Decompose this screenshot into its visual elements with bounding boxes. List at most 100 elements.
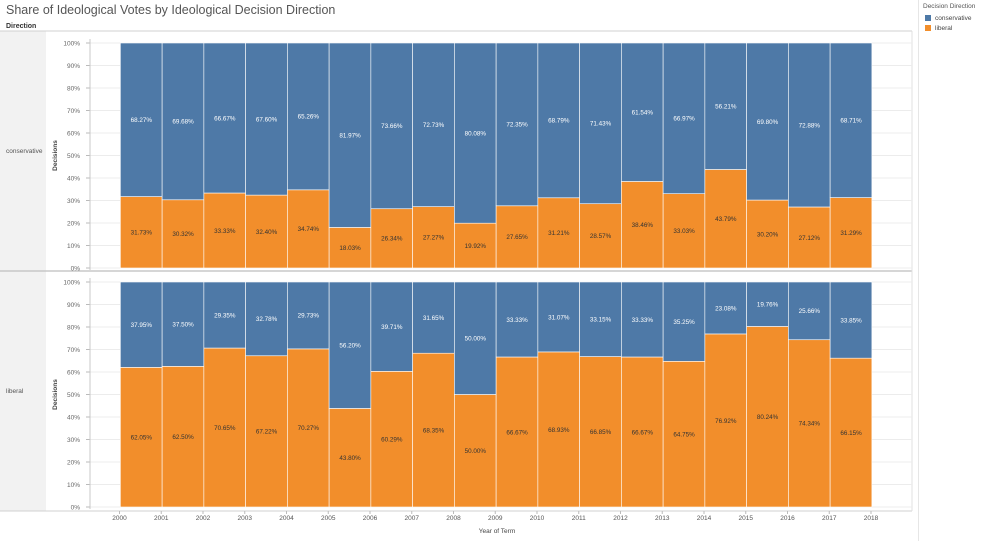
- bar-conservative: [579, 281, 622, 357]
- y-tick-label: 60%: [67, 130, 80, 137]
- bar-liberal: [621, 356, 664, 508]
- x-tick-label: 2012: [613, 515, 628, 522]
- y-tick-label: 20%: [67, 220, 80, 227]
- row-header-title: Direction: [6, 23, 37, 30]
- bar-conservative: [621, 42, 664, 182]
- y-tick-label: 20%: [67, 459, 80, 466]
- data-label-liberal: 33.33%: [214, 228, 236, 235]
- bar-liberal: [412, 206, 455, 269]
- y-tick-label: 90%: [67, 63, 80, 70]
- x-tick-label: 2009: [488, 515, 503, 522]
- legend-item-conservative[interactable]: conservative: [925, 13, 972, 23]
- bar-liberal: [287, 348, 330, 508]
- bar-liberal: [662, 361, 706, 508]
- y-axis-title: Decisions: [52, 140, 59, 171]
- bar-conservative: [161, 281, 205, 367]
- data-label-liberal: 28.57%: [590, 233, 612, 240]
- data-label-conservative: 61.54%: [632, 110, 654, 117]
- bar-conservative: [746, 42, 789, 201]
- x-tick-label: 2015: [739, 515, 754, 522]
- bar-liberal: [203, 192, 246, 269]
- legend-title: Decision Direction: [923, 3, 976, 10]
- bar-conservative: [203, 281, 246, 349]
- bar-conservative: [370, 42, 413, 210]
- x-tick-label: 2014: [697, 515, 712, 522]
- data-label-conservative: 33.15%: [590, 317, 612, 324]
- data-label-liberal: 70.65%: [214, 425, 236, 432]
- y-tick-label: 80%: [67, 85, 80, 92]
- data-label-conservative: 50.00%: [465, 336, 487, 343]
- x-tick-label: 2006: [363, 515, 378, 522]
- bar-conservative: [704, 281, 747, 335]
- data-label-liberal: 68.35%: [423, 427, 445, 434]
- bar-conservative: [829, 281, 873, 359]
- data-label-liberal: 30.20%: [757, 231, 779, 238]
- data-label-conservative: 72.35%: [506, 122, 528, 129]
- x-tick-label: 2010: [530, 515, 545, 522]
- bar-liberal: [328, 408, 372, 508]
- bar-liberal: [245, 194, 288, 269]
- data-label-liberal: 60.29%: [381, 436, 403, 443]
- bar-liberal: [579, 203, 622, 269]
- data-label-liberal: 66.15%: [840, 430, 862, 437]
- bar-liberal: [412, 352, 455, 508]
- bar-liberal: [829, 357, 873, 508]
- data-label-conservative: 65.26%: [298, 114, 320, 121]
- data-label-conservative: 29.73%: [298, 313, 320, 320]
- data-label-liberal: 31.29%: [840, 230, 862, 237]
- y-tick-label: 50%: [67, 392, 80, 399]
- data-label-conservative: 39.71%: [381, 324, 403, 331]
- data-label-liberal: 43.80%: [339, 455, 361, 462]
- legend-label-liberal: liberal: [935, 24, 953, 32]
- bar-conservative: [245, 42, 288, 196]
- data-label-liberal: 27.65%: [506, 234, 528, 241]
- data-label-liberal: 80.24%: [757, 414, 779, 421]
- data-label-conservative: 80.08%: [465, 130, 487, 137]
- bar-liberal: [454, 222, 497, 269]
- bar-conservative: [328, 281, 372, 409]
- data-label-conservative: 29.35%: [214, 312, 236, 319]
- data-label-liberal: 62.05%: [131, 434, 153, 441]
- x-tick-label: 2003: [238, 515, 253, 522]
- data-label-conservative: 33.85%: [840, 317, 862, 324]
- y-tick-label: 100%: [63, 279, 80, 286]
- data-label-conservative: 56.21%: [715, 104, 737, 111]
- bar-liberal: [495, 205, 539, 269]
- data-label-conservative: 68.71%: [840, 118, 862, 125]
- data-label-conservative: 66.67%: [214, 115, 236, 122]
- data-label-liberal: 32.40%: [256, 229, 278, 236]
- y-tick-label: 10%: [67, 243, 80, 250]
- legend-item-liberal[interactable]: liberal: [925, 23, 952, 33]
- bar-conservative: [662, 42, 706, 194]
- y-tick-label: 50%: [67, 153, 80, 160]
- bar-liberal: [161, 366, 205, 508]
- data-label-liberal: 66.67%: [632, 429, 654, 436]
- row-label-conservative: conservative: [6, 148, 43, 155]
- x-tick-label: 2016: [780, 515, 795, 522]
- bar-conservative: [120, 281, 163, 368]
- x-tick-label: 2002: [196, 515, 211, 522]
- data-label-conservative: 32.78%: [256, 316, 278, 323]
- y-tick-label: 0%: [71, 504, 81, 511]
- bar-conservative: [621, 281, 664, 358]
- chart: conservative Decisions 0% 10% 20% 30% 40% 50% 60…: [0, 30, 913, 535]
- y-tick-label: 80%: [67, 324, 80, 331]
- bar-liberal: [579, 356, 622, 508]
- data-label-liberal: 62.50%: [172, 434, 194, 441]
- data-label-liberal: 30.32%: [172, 231, 194, 238]
- bar-conservative: [287, 281, 330, 350]
- data-label-liberal: 64.75%: [673, 431, 695, 438]
- data-label-conservative: 33.33%: [506, 317, 528, 324]
- bar-liberal: [120, 196, 163, 269]
- data-label-liberal: 76.92%: [715, 418, 737, 425]
- data-label-conservative: 19.76%: [757, 302, 779, 309]
- data-label-conservative: 31.65%: [423, 315, 445, 322]
- bar-conservative: [829, 42, 873, 198]
- bar-liberal: [746, 199, 789, 269]
- x-tick-label: 2017: [822, 515, 837, 522]
- data-label-conservative: 66.97%: [673, 116, 695, 123]
- bar-conservative: [370, 281, 413, 372]
- bar-conservative: [537, 42, 580, 199]
- bar-conservative: [746, 281, 789, 327]
- x-tick-label: 2005: [321, 515, 336, 522]
